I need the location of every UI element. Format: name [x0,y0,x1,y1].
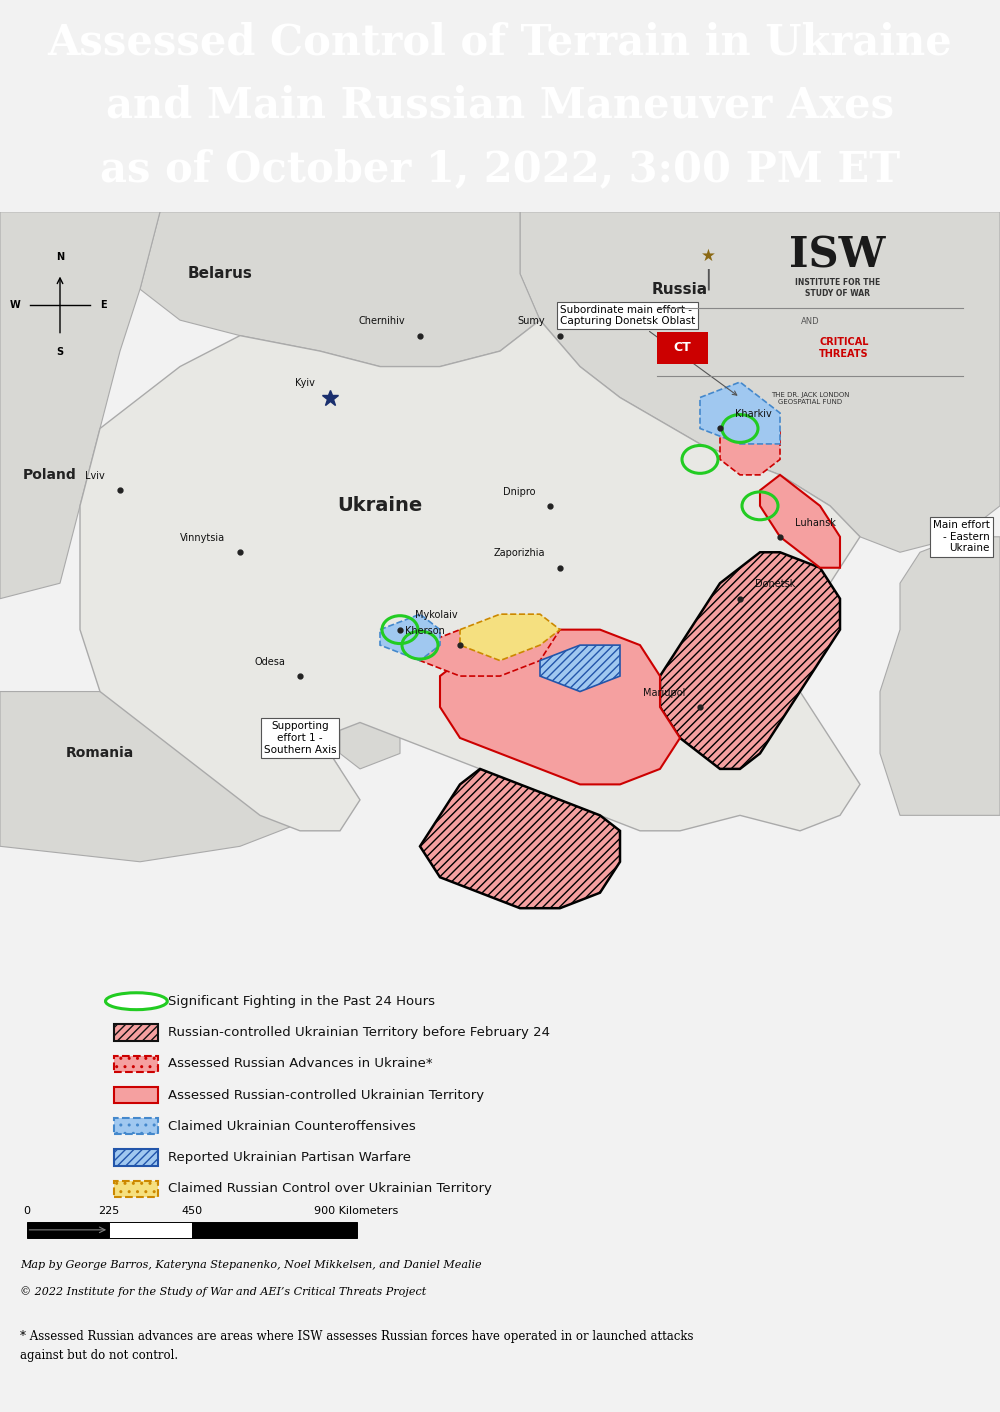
Text: Significant Fighting in the Past 24 Hours: Significant Fighting in the Past 24 Hour… [168,994,435,1008]
Text: Zaporizhia: Zaporizhia [494,548,545,559]
Text: Romania: Romania [66,747,134,761]
Polygon shape [0,212,160,599]
Text: Kyiv: Kyiv [295,378,315,388]
FancyBboxPatch shape [114,1149,158,1166]
Text: Dnipro: Dnipro [503,487,535,497]
FancyBboxPatch shape [114,1118,158,1134]
Polygon shape [880,537,1000,815]
Text: Main effort
- Eastern
Ukraine: Main effort - Eastern Ukraine [933,520,990,554]
Text: Map by George Barros, Kateryna Stepanenko, Noel Mikkelsen, and Daniel Mealie: Map by George Barros, Kateryna Stepanenk… [20,1260,481,1269]
Text: Claimed Russian Control over Ukrainian Territory: Claimed Russian Control over Ukrainian T… [168,1182,492,1196]
Text: Russia: Russia [652,281,708,297]
Text: THE DR. JACK LONDON
GEOSPATIAL FUND: THE DR. JACK LONDON GEOSPATIAL FUND [771,391,849,405]
Text: Kharkiv: Kharkiv [735,409,772,419]
Polygon shape [340,676,400,770]
Text: CT: CT [674,342,691,354]
Bar [192,1223,356,1238]
Polygon shape [720,412,780,474]
Polygon shape [80,321,860,830]
Text: Ukraine: Ukraine [337,497,423,515]
Text: AND: AND [801,318,819,326]
FancyBboxPatch shape [114,1056,158,1072]
Circle shape [105,993,167,1010]
Bar [109,1223,192,1238]
Polygon shape [660,552,840,770]
Text: 0: 0 [23,1206,30,1216]
Polygon shape [700,383,780,443]
FancyBboxPatch shape [114,1180,158,1197]
Polygon shape [760,474,840,568]
Text: CRITICAL
THREATS: CRITICAL THREATS [819,337,869,359]
Text: Odesa: Odesa [254,657,285,666]
Polygon shape [420,770,620,908]
Text: Chernihiv: Chernihiv [358,316,405,326]
Text: Assessed Russian Advances in Ukraine*: Assessed Russian Advances in Ukraine* [168,1058,433,1070]
Polygon shape [460,614,560,661]
Text: 450: 450 [181,1206,202,1216]
Text: E: E [100,299,107,309]
Text: Poland: Poland [23,467,77,481]
Text: and Main Russian Maneuver Axes: and Main Russian Maneuver Axes [106,85,894,127]
Polygon shape [380,614,440,661]
Text: N: N [56,253,64,263]
Text: Lviv: Lviv [85,472,105,481]
Text: Mykolaiv: Mykolaiv [415,610,458,620]
Text: W: W [9,299,20,309]
Text: Subordinate main effort -
Capturing Donetsk Oblast: Subordinate main effort - Capturing Done… [560,305,737,395]
Text: Kherson: Kherson [405,626,445,635]
Text: Claimed Ukrainian Counteroffensives: Claimed Ukrainian Counteroffensives [168,1120,416,1132]
Bar [657,332,708,364]
Text: INSTITUTE FOR THE
STUDY OF WAR: INSTITUTE FOR THE STUDY OF WAR [795,278,880,298]
Text: |: | [704,268,712,291]
Text: 900 Kilometers: 900 Kilometers [314,1206,399,1216]
Polygon shape [520,212,1000,552]
Text: ISW: ISW [789,234,885,277]
Text: Donetsk: Donetsk [755,579,795,589]
Text: * Assessed Russian advances are areas where ISW assesses Russian forces have ope: * Assessed Russian advances are areas wh… [20,1330,693,1363]
Text: Russian-controlled Ukrainian Territory before February 24: Russian-controlled Ukrainian Territory b… [168,1027,550,1039]
Text: Sumy: Sumy [517,316,545,326]
Text: Mariupol: Mariupol [643,688,685,698]
Text: Reported Ukrainian Partisan Warfare: Reported Ukrainian Partisan Warfare [168,1151,411,1163]
Polygon shape [420,630,560,676]
Polygon shape [440,630,680,785]
Text: Vinnytsia: Vinnytsia [180,532,225,544]
Text: Belarus: Belarus [188,267,252,281]
Polygon shape [140,212,540,367]
Polygon shape [540,645,620,692]
FancyBboxPatch shape [114,1087,158,1103]
Text: Supporting
effort 1 -
Southern Axis: Supporting effort 1 - Southern Axis [264,722,336,754]
Text: © 2022 Institute for the Study of War and AEI’s Critical Threats Project: © 2022 Institute for the Study of War an… [20,1286,426,1296]
FancyBboxPatch shape [114,1024,158,1041]
Text: 225: 225 [98,1206,120,1216]
Text: Luhansk: Luhansk [795,518,836,528]
Bar [26,1223,109,1238]
Text: ★: ★ [701,247,715,264]
Polygon shape [0,692,340,861]
Text: S: S [56,347,64,357]
Text: as of October 1, 2022, 3:00 PM ET: as of October 1, 2022, 3:00 PM ET [100,148,900,191]
Text: Assessed Russian-controlled Ukrainian Territory: Assessed Russian-controlled Ukrainian Te… [168,1089,484,1101]
Text: Assessed Control of Terrain in Ukraine: Assessed Control of Terrain in Ukraine [48,21,952,64]
